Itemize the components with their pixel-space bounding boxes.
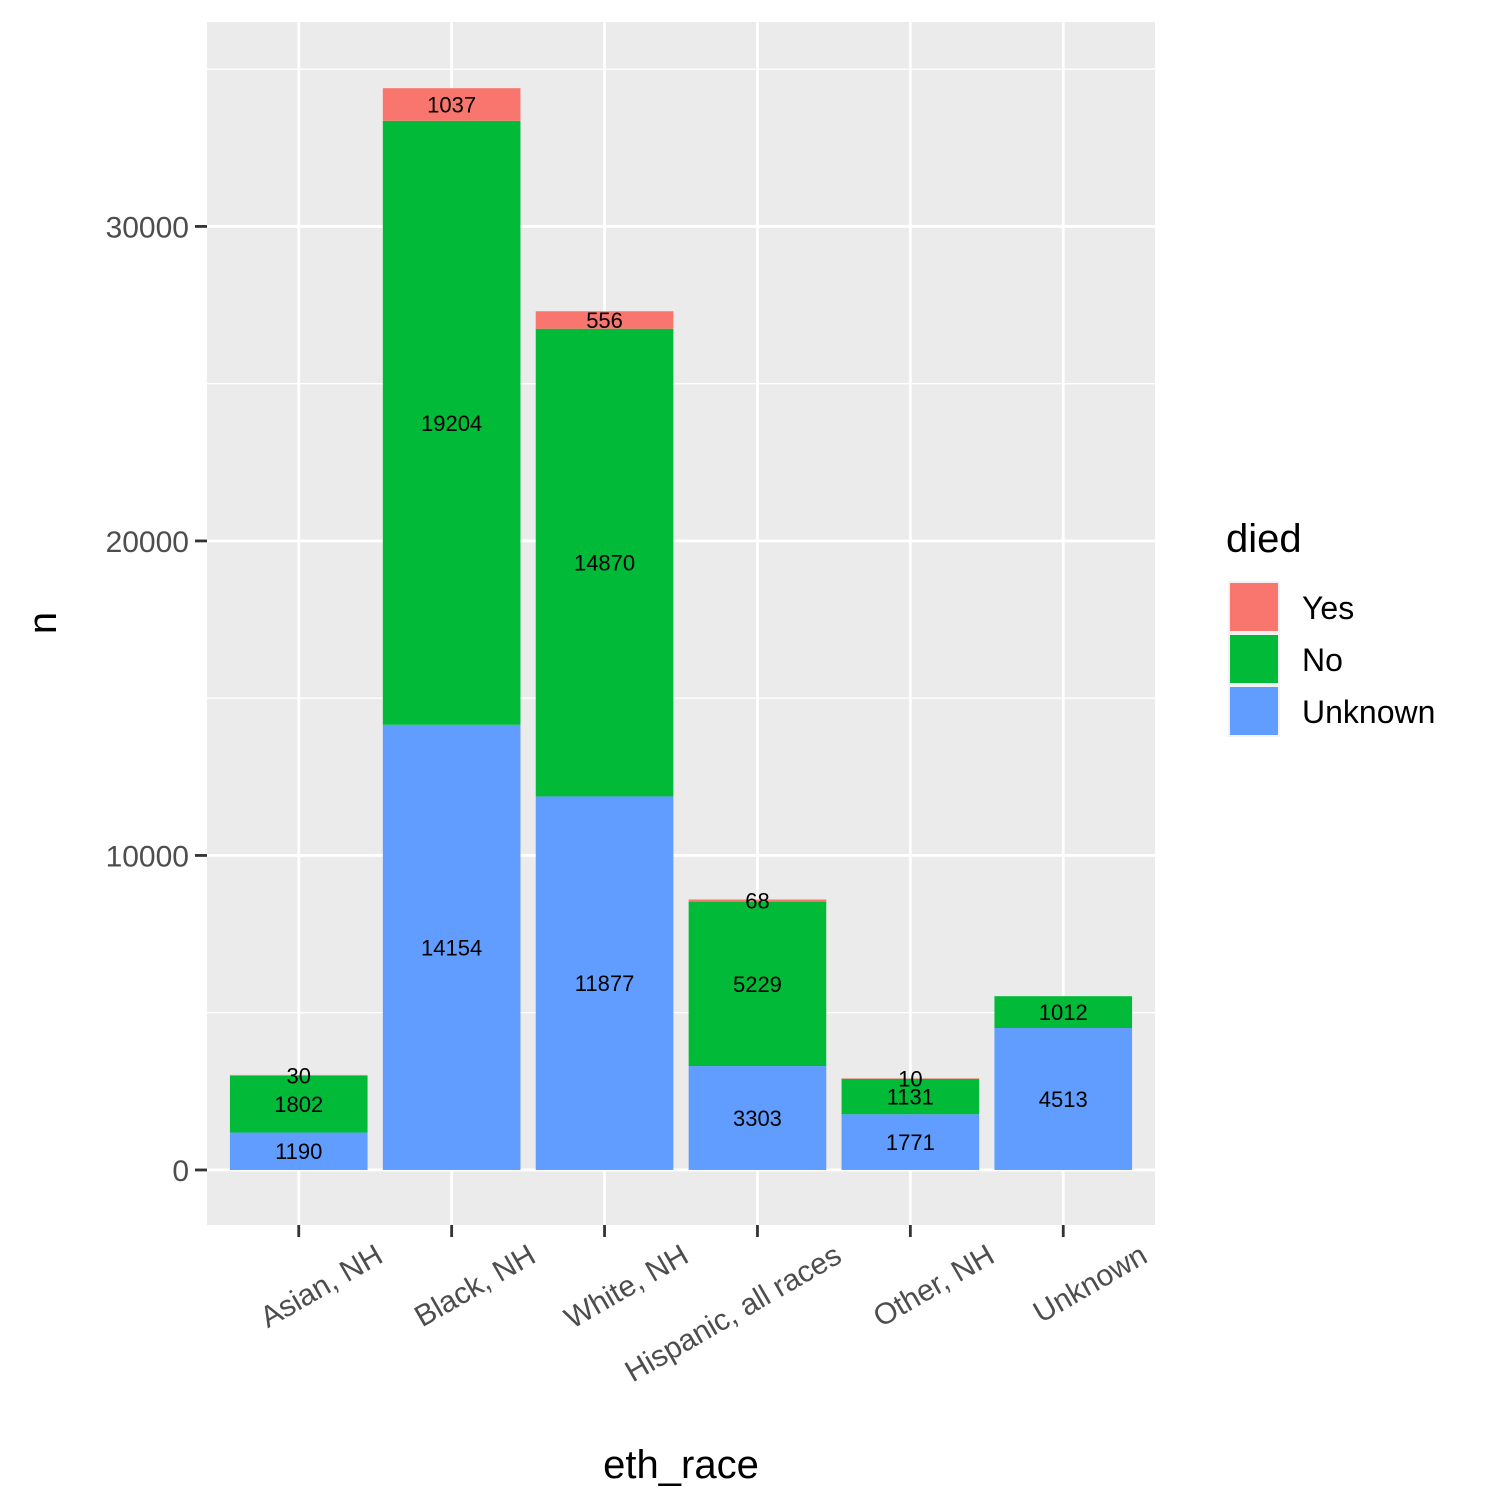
bar-value-label: 14154 — [421, 935, 482, 960]
bar-segment-unknown — [994, 1028, 1133, 1170]
bar-value-label: 556 — [586, 308, 623, 333]
legend-title: died — [1226, 517, 1302, 561]
bar-segment-no — [994, 996, 1133, 1029]
bar-value-label: 1190 — [275, 1139, 322, 1164]
y-tick-label: 0 — [172, 1155, 189, 1188]
y-axis-title: n — [21, 612, 65, 634]
legend-key-no — [1230, 635, 1278, 683]
legend-label-no: No — [1302, 642, 1343, 678]
bar-segment-unknown — [535, 796, 674, 1170]
bar-value-label: 4513 — [1039, 1087, 1088, 1112]
bar-value-label: 1037 — [427, 93, 476, 118]
x-tick-label: White, NH — [559, 1238, 694, 1335]
legend-key-yes — [1230, 583, 1278, 631]
bar-segment-no — [841, 1078, 980, 1115]
bar-value-label: 1131 — [887, 1084, 934, 1109]
bar-value-label: 14870 — [574, 551, 635, 576]
bar-value-label: 10 — [898, 1067, 922, 1092]
bar-segment-yes — [535, 311, 674, 329]
bar-value-label: 5229 — [733, 972, 782, 997]
bar-value-label: 3303 — [733, 1106, 782, 1131]
bar-segment-no — [382, 120, 521, 725]
x-tick-label: Black, NH — [409, 1238, 541, 1333]
x-tick-label: Other, NH — [868, 1238, 1000, 1333]
bar-segment-unknown — [229, 1132, 368, 1170]
bar-value-label: 1771 — [886, 1130, 935, 1155]
bar-value-label: 68 — [745, 889, 769, 914]
y-tick-label: 20000 — [106, 526, 189, 559]
bar-segment-yes — [229, 1074, 368, 1076]
bar-value-label: 1012 — [1039, 1000, 1088, 1025]
y-tick-label: 10000 — [106, 840, 189, 873]
bar-value-label: 19204 — [421, 411, 482, 436]
bar-segment-unknown — [382, 724, 521, 1170]
bar-value-label: 1802 — [274, 1092, 323, 1117]
bar-value-label: 11877 — [575, 971, 635, 996]
legend: died Yes No Unknown — [1226, 517, 1435, 737]
x-tick-label: Asian, NH — [255, 1238, 388, 1334]
y-axis: 0 10000 20000 30000 — [106, 211, 207, 1188]
x-axis-title: eth_race — [603, 1443, 759, 1487]
bars — [229, 88, 1133, 1170]
bar-segment-unknown — [841, 1114, 980, 1170]
bar-segment-unknown — [688, 1066, 827, 1170]
segment-labels: 1190 1802 30 14154 19204 1037 11877 14870 556 330… — [274, 93, 1087, 1165]
legend-label-unknown: Unknown — [1302, 694, 1435, 730]
bar-value-label: 30 — [286, 1063, 310, 1088]
legend-key-unknown — [1230, 687, 1278, 735]
bar-segment-yes — [382, 88, 521, 121]
x-tick-label: Unknown — [1028, 1238, 1153, 1329]
bar-segment-no — [229, 1075, 368, 1133]
bar-segment-no — [535, 328, 674, 797]
bar-segment-yes — [841, 1078, 980, 1079]
bar-segment-yes — [688, 899, 827, 902]
y-tick-label: 30000 — [106, 211, 189, 244]
legend-label-yes: Yes — [1302, 590, 1354, 626]
bar-segment-no — [688, 901, 827, 1067]
